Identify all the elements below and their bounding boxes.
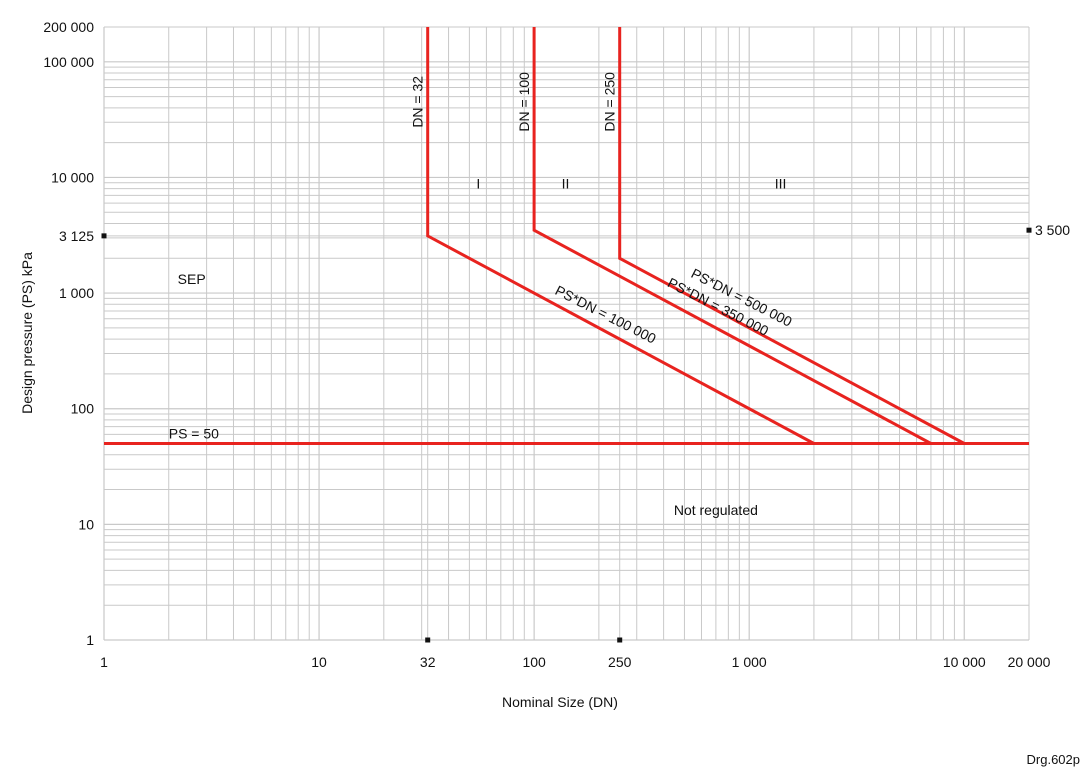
y-tick-label: 1	[86, 632, 94, 648]
x-tick-marker	[425, 638, 430, 643]
y-tick-label: 10	[78, 516, 94, 532]
region-label: SEP	[178, 271, 206, 287]
y-tick-label: 100	[71, 401, 95, 417]
x-tick-label: 10 000	[943, 654, 986, 670]
line-label: DN = 250	[602, 72, 618, 132]
right-marker	[1027, 228, 1032, 233]
x-tick-label: 20 000	[1008, 654, 1051, 670]
x-tick-label: 10	[311, 654, 327, 670]
y-tick-label: 100 000	[43, 54, 94, 70]
x-axis-title: Nominal Size (DN)	[502, 694, 618, 710]
grid	[104, 27, 1029, 640]
line-label: DN = 100	[516, 72, 532, 132]
region-label: I	[476, 176, 480, 192]
x-tick-label: 1 000	[732, 654, 767, 670]
line-label: PS*DN = 100 000	[553, 282, 659, 347]
line-label: PS = 50	[169, 426, 219, 442]
drawing-reference: Drg.602p	[1027, 752, 1080, 767]
x-tick-label: 1	[100, 654, 108, 670]
series-line	[620, 27, 965, 444]
y-tick-label: 200 000	[43, 19, 94, 35]
x-tick-label: 32	[420, 654, 436, 670]
series-group	[104, 27, 1029, 444]
y-tick-label: 1 000	[59, 285, 94, 301]
series-line	[534, 27, 931, 444]
region-label: II	[562, 176, 570, 192]
region-label: Not regulated	[674, 502, 758, 518]
y-tick-label: 10 000	[51, 169, 94, 185]
x-tick-marker	[617, 638, 622, 643]
x-tick-label: 250	[608, 654, 632, 670]
right-marker-label: 3 500	[1035, 222, 1070, 238]
y-tick-label: 3 125	[59, 228, 94, 244]
region-label: III	[775, 176, 787, 192]
y-tick-marker	[102, 233, 107, 238]
line-label: DN = 32	[410, 76, 426, 128]
x-tick-label: 100	[522, 654, 546, 670]
y-axis-title: Design pressure (PS) kPa	[19, 252, 35, 414]
